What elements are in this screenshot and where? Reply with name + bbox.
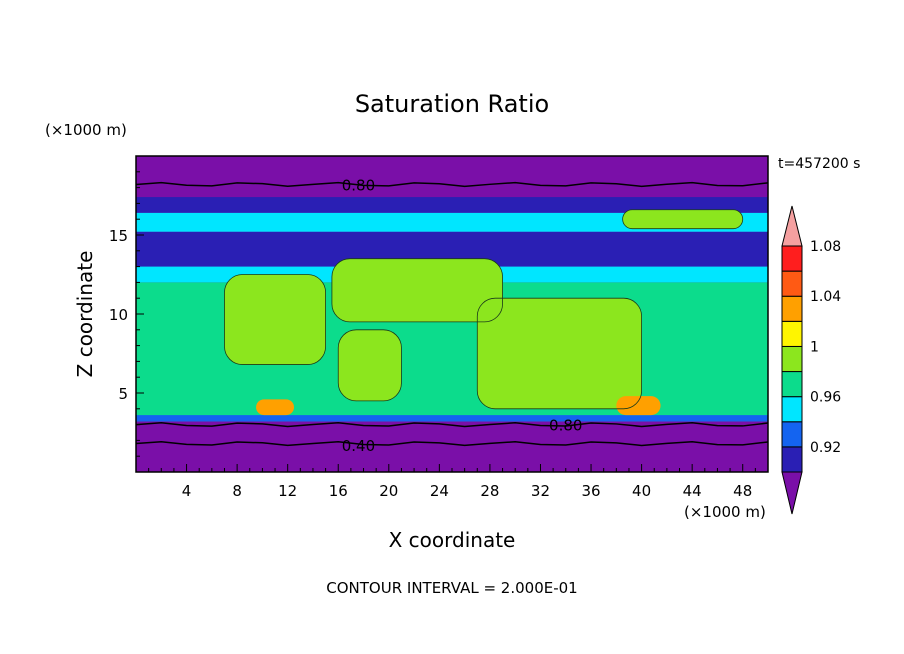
x-tick-label: 36 bbox=[581, 482, 600, 500]
x-axis-label: X coordinate bbox=[389, 528, 516, 552]
x-tick-label: 48 bbox=[733, 482, 752, 500]
contour-region-0-96 bbox=[136, 415, 768, 422]
contour-line-top-0-80 bbox=[136, 181, 768, 188]
colorbar: 0.92 0.96 1 1.04 1.08 bbox=[781, 205, 841, 515]
contour-region-1-06 bbox=[616, 396, 661, 416]
contour-line-label: 0.80 bbox=[549, 417, 582, 435]
y-unit-label: (×1000 m) bbox=[45, 121, 127, 139]
colorbar-level-label: 0.96 bbox=[810, 390, 841, 406]
x-tick-label: 16 bbox=[329, 482, 348, 500]
contour-lines bbox=[136, 181, 768, 447]
x-tick-label: 32 bbox=[531, 482, 550, 500]
contour-line-1-02 bbox=[476, 297, 643, 410]
y-tick-label: 10 bbox=[109, 306, 128, 324]
colorbar-level-label: 1.04 bbox=[810, 289, 841, 305]
contour-interval-note: CONTOUR INTERVAL = 2.000E-01 bbox=[326, 579, 577, 597]
colorbar-level-label: 0.92 bbox=[810, 440, 841, 456]
contour-line-1-02 bbox=[337, 329, 402, 402]
colorbar-swatch bbox=[781, 446, 803, 473]
colorbar-swatch bbox=[781, 421, 803, 448]
contour-line-bottom-0-40 bbox=[136, 440, 768, 447]
colorbar-swatch bbox=[781, 371, 803, 398]
x-unit-label: (×1000 m) bbox=[684, 503, 766, 521]
colorbar-swatch bbox=[781, 396, 803, 423]
x-tick-label: 44 bbox=[683, 482, 702, 500]
contour-region-0-98 bbox=[136, 212, 768, 232]
y-tick-label: 5 bbox=[118, 385, 128, 403]
colorbar-top-cap bbox=[781, 205, 803, 247]
x-axis-ticks: 4 8 12 16 20 24 28 32 36 40 44 48 bbox=[148, 464, 756, 500]
time-label: t=457200 s bbox=[778, 156, 860, 172]
contour-line-1-02 bbox=[331, 258, 503, 323]
colorbar-level-label: 1.08 bbox=[810, 239, 841, 255]
colorbar-swatch bbox=[781, 270, 803, 297]
contour-line-bottom-0-80 bbox=[136, 422, 768, 428]
contour-region-1-02 bbox=[224, 274, 326, 365]
colorbar-swatch bbox=[781, 295, 803, 322]
y-tick-label: 15 bbox=[109, 227, 128, 245]
x-tick-label: 12 bbox=[278, 482, 297, 500]
contour-region-0-94 bbox=[136, 197, 768, 213]
chart-title: Saturation Ratio bbox=[355, 90, 549, 118]
x-tick-label: 8 bbox=[232, 482, 242, 500]
contour-line-1-02 bbox=[622, 209, 744, 230]
x-tick-label: 28 bbox=[480, 482, 499, 500]
contour-region-1-02 bbox=[477, 298, 642, 409]
x-tick-label: 20 bbox=[379, 482, 398, 500]
contour-region-1-06 bbox=[256, 399, 294, 416]
y-axis-ticks: 5 10 15 bbox=[109, 171, 144, 457]
contour-line-label: 0.40 bbox=[342, 437, 375, 455]
colorbar-swatch bbox=[781, 345, 803, 373]
contour-plot-area bbox=[136, 156, 768, 472]
x-tick-label: 24 bbox=[430, 482, 449, 500]
contour-line-labels: 0.80 0.80 0.40 bbox=[342, 176, 583, 455]
contour-line-label: 0.80 bbox=[342, 176, 375, 194]
colorbar-swatch bbox=[781, 320, 803, 347]
contour-region-1-02 bbox=[331, 258, 503, 322]
contour-line-1-02 bbox=[224, 274, 326, 365]
colorbar-swatch bbox=[781, 245, 803, 272]
contour-region-1-02 bbox=[338, 329, 402, 401]
colorbar-level-label: 1 bbox=[810, 339, 819, 355]
colorbar-bottom-cap bbox=[781, 471, 803, 515]
x-tick-label: 4 bbox=[182, 482, 192, 500]
contour-region-1-02 bbox=[622, 209, 743, 229]
y-axis-label: Z coordinate bbox=[73, 251, 97, 378]
x-tick-label: 40 bbox=[632, 482, 651, 500]
